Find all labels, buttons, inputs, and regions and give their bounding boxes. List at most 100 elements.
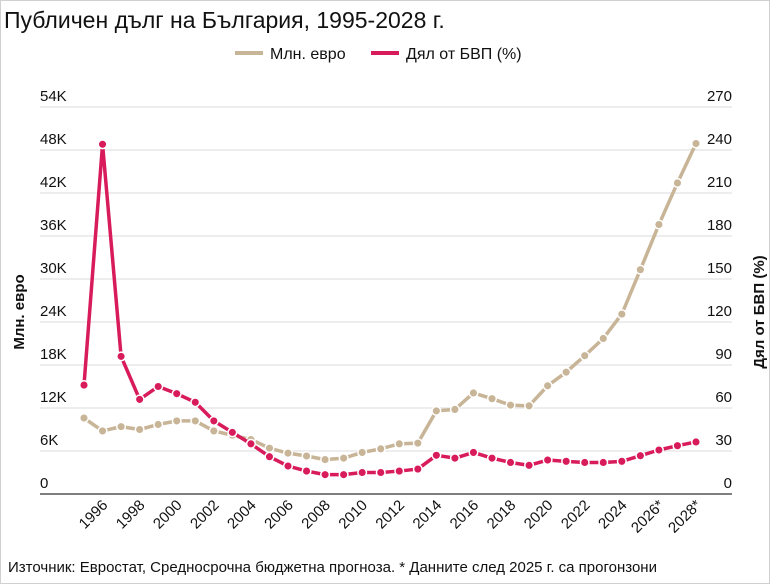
- legend-label-mln-euro: Млн. евро: [270, 46, 346, 63]
- series-line-0: [83, 142, 698, 462]
- data-point-0: [690, 138, 702, 149]
- x-tick-label: 2022: [558, 497, 594, 533]
- data-point-0: [190, 415, 201, 426]
- data-point-1: [616, 456, 627, 467]
- y-tick-left-label: 24K: [40, 303, 67, 320]
- data-point-1: [598, 457, 609, 468]
- data-point-1: [653, 444, 664, 456]
- data-point-0: [579, 350, 590, 361]
- data-point-0: [468, 387, 479, 399]
- data-point-1: [524, 460, 535, 471]
- data-point-0: [134, 424, 145, 435]
- y-tick-left-label: 42K: [40, 174, 67, 191]
- data-point-0: [672, 177, 683, 189]
- x-tick-label: 1998: [113, 497, 149, 533]
- data-point-0: [505, 400, 516, 411]
- y-tick-right-label: 60: [715, 389, 732, 406]
- x-tick-label: 2024: [595, 497, 631, 533]
- data-point-0: [561, 367, 572, 378]
- data-point-1: [338, 469, 349, 480]
- data-point-1: [561, 456, 572, 467]
- data-point-1: [208, 415, 219, 426]
- data-point-1: [394, 466, 405, 477]
- x-tick-label: 2014: [410, 497, 446, 533]
- data-point-1: [672, 440, 683, 451]
- data-point-1: [153, 381, 164, 392]
- data-point-0: [116, 421, 127, 432]
- data-point-0: [394, 438, 405, 449]
- x-tick-label: 2012: [372, 497, 408, 533]
- x-tick-label: 2010: [335, 497, 371, 533]
- data-point-1: [245, 438, 256, 449]
- data-point-0: [282, 448, 294, 459]
- x-tick-label: 1996: [76, 497, 112, 533]
- data-point-0: [375, 443, 386, 454]
- data-point-0: [97, 425, 108, 436]
- data-point-0: [208, 425, 219, 436]
- x-tick-label: 2018: [484, 497, 520, 533]
- data-point-0: [264, 443, 275, 454]
- y-tick-left-label: 48K: [40, 131, 67, 148]
- data-point-0: [524, 400, 535, 411]
- y-tick-left-label: 18K: [40, 346, 67, 363]
- data-point-0: [78, 412, 90, 424]
- data-point-1: [320, 469, 331, 480]
- data-point-1: [375, 467, 386, 478]
- y-tick-right-label: 180: [707, 217, 732, 234]
- data-point-0: [153, 419, 164, 430]
- data-point-1: [505, 457, 516, 468]
- source-note: Източник: Евростат, Средносрочна бюджетн…: [8, 559, 657, 576]
- data-point-0: [320, 454, 331, 465]
- chart-title: Публичен дълг на България, 1995-2028 г.: [4, 7, 445, 33]
- data-point-1: [690, 436, 702, 448]
- data-point-0: [431, 405, 442, 416]
- data-point-1: [635, 450, 646, 461]
- y-tick-left-label: 30K: [40, 260, 67, 277]
- data-point-0: [598, 333, 609, 344]
- data-point-0: [635, 264, 646, 275]
- data-point-0: [542, 380, 553, 391]
- data-point-0: [412, 438, 423, 449]
- x-tick-label: 2006: [261, 497, 297, 533]
- x-tick-label: 2008: [298, 497, 334, 533]
- y-tick-right-label: 150: [707, 260, 732, 277]
- y-tick-left-label: 54K: [40, 88, 67, 105]
- y-tick-left-label: 12K: [40, 389, 67, 406]
- y-tick-left-label: 0: [40, 475, 48, 492]
- data-point-1: [264, 451, 275, 462]
- x-tick-label: 2000: [150, 497, 186, 533]
- data-point-1: [542, 454, 553, 466]
- data-point-0: [616, 309, 627, 320]
- y-tick-right-label: 210: [707, 174, 732, 191]
- data-point-1: [171, 388, 182, 399]
- legend-label-gdp-share: Дял от БВП (%): [406, 46, 522, 63]
- y-axis-left-label: Млн. евро: [11, 274, 28, 349]
- data-point-1: [134, 394, 145, 405]
- y-tick-right-label: 270: [707, 88, 732, 105]
- data-point-1: [78, 380, 90, 391]
- y-tick-left-label: 36K: [40, 217, 67, 234]
- y-tick-right-label: 240: [707, 131, 732, 148]
- data-point-1: [431, 450, 442, 461]
- y-tick-right-label: 0: [724, 475, 732, 492]
- data-point-1: [449, 453, 460, 464]
- y-tick-right-label: 90: [715, 346, 732, 363]
- x-tick-label: 2004: [224, 497, 260, 533]
- x-tick-label: 2016: [447, 497, 483, 533]
- y-axis-right-label: Дял от БВП (%): [751, 255, 768, 368]
- x-tick-label: 2026*: [628, 497, 668, 537]
- data-point-0: [653, 219, 664, 230]
- x-tick-label: 2002: [187, 497, 223, 533]
- x-tick-label: 2020: [521, 497, 557, 533]
- x-tick-label: 2028*: [665, 497, 705, 537]
- y-tick-right-label: 30: [715, 432, 732, 449]
- data-point-1: [97, 139, 108, 150]
- data-point-0: [301, 450, 312, 462]
- data-point-1: [301, 466, 312, 477]
- series-line-1: [82, 142, 697, 477]
- data-point-1: [190, 397, 201, 408]
- y-tick-left-label: 6K: [40, 432, 58, 449]
- data-point-0: [338, 453, 349, 464]
- data-point-0: [357, 447, 368, 458]
- data-point-1: [116, 351, 127, 362]
